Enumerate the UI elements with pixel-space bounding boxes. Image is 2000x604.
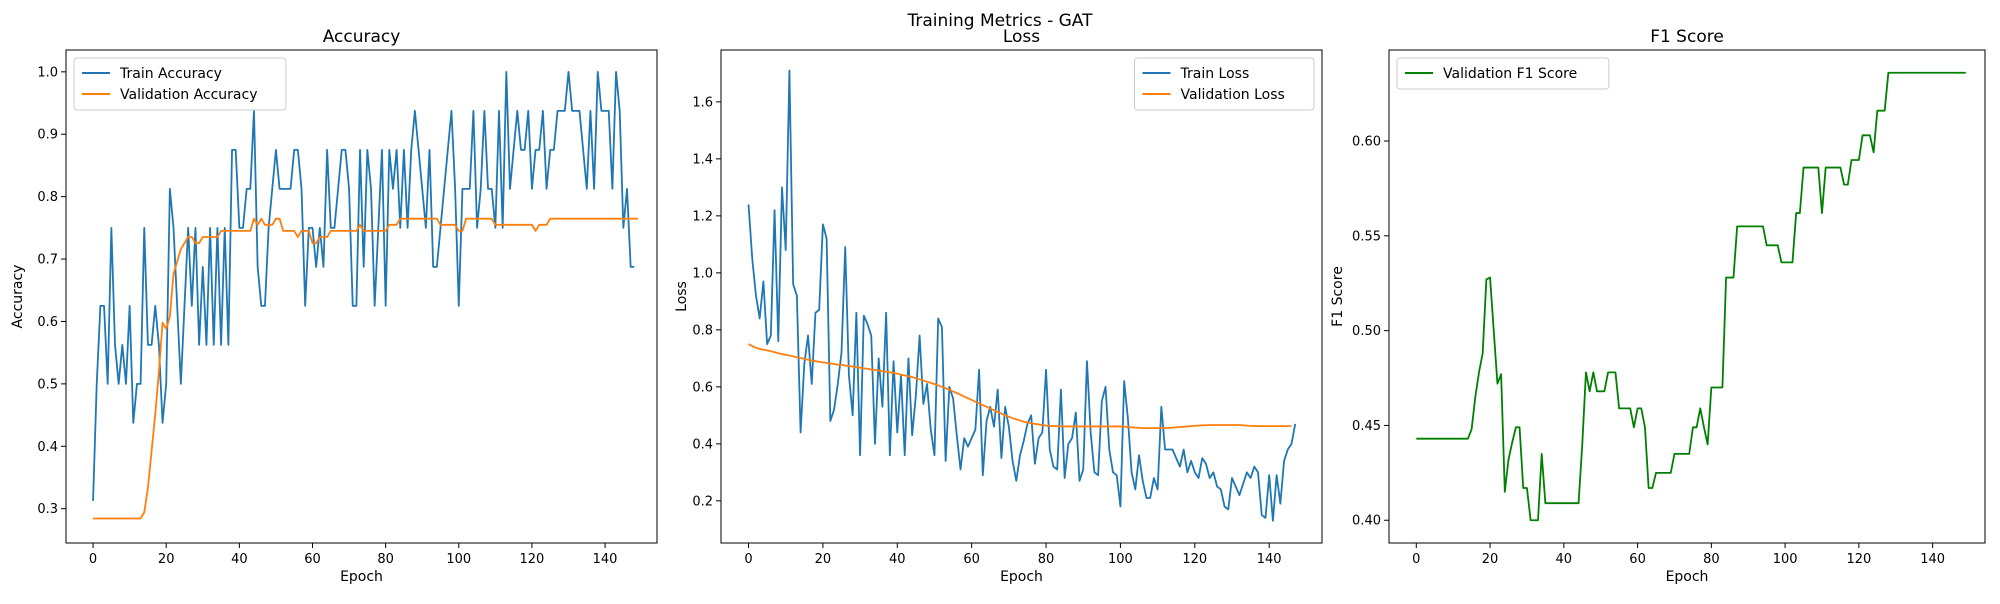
x-tick-label: 40 bbox=[1556, 552, 1573, 567]
x-tick-label: 100 bbox=[1108, 552, 1133, 567]
chart-title: F1 Score bbox=[1650, 27, 1724, 47]
x-axis-label: Epoch bbox=[1000, 569, 1043, 585]
y-tick-label: 0.8 bbox=[692, 323, 713, 338]
chart-2: F1 Score 0 20 40 60 80 100 120 140 0.40 0.45 0.50 0.… bbox=[1330, 27, 1986, 585]
x-tick-label: 20 bbox=[815, 552, 832, 567]
x-tick-label: 140 bbox=[1257, 552, 1282, 567]
plot-area bbox=[65, 49, 658, 544]
y-tick-label: 0.50 bbox=[1352, 324, 1381, 339]
legend-frame bbox=[1396, 57, 1610, 90]
y-tick-label: 0.2 bbox=[692, 494, 713, 509]
x-tick-label: 0 bbox=[89, 552, 97, 567]
y-tick-label: 0.8 bbox=[37, 190, 58, 205]
y-tick-label: 1.2 bbox=[692, 209, 713, 224]
legend-frame bbox=[1134, 57, 1315, 111]
legend-entry: Validation Accuracy bbox=[120, 87, 258, 103]
x-tick-label: 120 bbox=[520, 552, 545, 567]
legend-entry: Validation F1 Score bbox=[1443, 66, 1577, 82]
y-tick-label: 0.45 bbox=[1352, 419, 1381, 434]
x-tick-label: 100 bbox=[446, 552, 471, 567]
x-tick-label: 140 bbox=[593, 552, 618, 567]
y-tick-label: 0.60 bbox=[1352, 135, 1381, 150]
y-tick-label: 0.4 bbox=[37, 440, 58, 455]
x-tick-label: 60 bbox=[1629, 552, 1646, 567]
x-axis-label: Epoch bbox=[1666, 569, 1709, 585]
legend: Train Loss Validation Loss bbox=[1134, 57, 1315, 111]
y-tick-label: 0.6 bbox=[692, 380, 713, 395]
chart-title: Loss bbox=[1003, 27, 1040, 47]
legend: Validation F1 Score bbox=[1396, 57, 1610, 90]
series-line-validation-accuracy bbox=[93, 217, 638, 520]
x-tick-label: 20 bbox=[158, 552, 175, 567]
plot-area bbox=[720, 49, 1323, 544]
series-line-train-accuracy bbox=[92, 70, 635, 501]
x-tick-label: 80 bbox=[377, 552, 394, 567]
plot-area bbox=[1388, 49, 1986, 544]
series-line-train-loss bbox=[747, 69, 1297, 522]
series-line-validation-f1-score bbox=[1416, 71, 1966, 522]
x-tick-label: 60 bbox=[963, 552, 980, 567]
series-line-validation-loss bbox=[748, 343, 1292, 430]
y-tick-label: 0.3 bbox=[37, 502, 58, 517]
y-tick-label: 1.0 bbox=[692, 266, 713, 281]
y-tick-label: 0.9 bbox=[37, 128, 58, 143]
x-tick-label: 120 bbox=[1182, 552, 1207, 567]
y-tick-label: 1.6 bbox=[692, 95, 713, 110]
legend-entry: Train Loss bbox=[1180, 66, 1250, 82]
x-tick-label: 0 bbox=[744, 552, 752, 567]
x-tick-label: 40 bbox=[889, 552, 906, 567]
y-tick-label: 1.0 bbox=[37, 65, 58, 80]
x-tick-label: 60 bbox=[304, 552, 321, 567]
legend-entry: Validation Loss bbox=[1181, 87, 1285, 103]
chart-0: Accuracy 0 20 40 60 80 100 120 140 0.3 0.4 0.5 0.6 0.… bbox=[10, 27, 658, 585]
y-tick-label: 0.40 bbox=[1352, 514, 1381, 529]
legend-frame bbox=[73, 57, 287, 111]
chart-1: Loss 0 20 40 60 80 100 120 140 0.2 0.4 0.6 0.8 1.0 1.2… bbox=[674, 27, 1323, 585]
y-tick-label: 0.6 bbox=[37, 315, 58, 330]
x-tick-label: 80 bbox=[1038, 552, 1055, 567]
figure-title: Training Metrics - GAT bbox=[907, 11, 1094, 31]
y-tick-label: 0.55 bbox=[1352, 229, 1381, 244]
x-tick-label: 120 bbox=[1846, 552, 1871, 567]
legend-entry: Train Accuracy bbox=[119, 66, 222, 82]
chart-title: Accuracy bbox=[323, 27, 401, 47]
x-tick-label: 100 bbox=[1773, 552, 1798, 567]
x-tick-label: 140 bbox=[1920, 552, 1945, 567]
x-tick-label: 40 bbox=[231, 552, 248, 567]
x-axis-label: Epoch bbox=[340, 569, 383, 585]
x-tick-label: 0 bbox=[1412, 552, 1420, 567]
y-tick-label: 0.7 bbox=[37, 253, 58, 268]
x-tick-label: 80 bbox=[1703, 552, 1720, 567]
y-tick-label: 1.4 bbox=[692, 152, 713, 167]
y-tick-label: 0.5 bbox=[37, 377, 58, 392]
legend: Train Accuracy Validation Accuracy bbox=[73, 57, 287, 111]
x-tick-label: 20 bbox=[1482, 552, 1499, 567]
y-axis-label: F1 Score bbox=[1330, 266, 1346, 327]
y-axis-label: Accuracy bbox=[10, 265, 26, 329]
y-tick-label: 0.4 bbox=[692, 437, 713, 452]
y-axis-label: Loss bbox=[674, 281, 690, 312]
